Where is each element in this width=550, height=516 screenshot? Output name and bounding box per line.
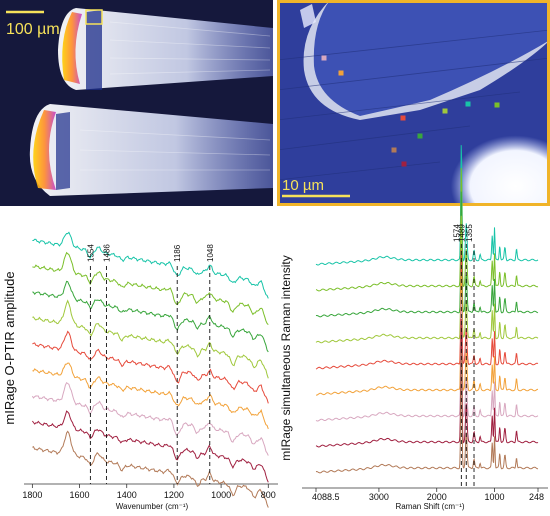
raman-x-axis-label: Raman Shift (cm⁻¹)	[395, 502, 464, 511]
right-scale-label: 10 µm	[282, 177, 324, 194]
ir-tick-label: 800	[261, 490, 276, 500]
ir-y-axis-label: mIRage O-PTIR amplitude	[2, 271, 17, 424]
ir-tick-label: 1800	[22, 490, 42, 500]
zoom-region-marker	[85, 9, 103, 25]
micrograph-left: 100 µm	[0, 0, 274, 206]
raman-tick-label: 4088.5	[312, 492, 340, 502]
measurement-point	[391, 147, 397, 153]
raman-tick-label: 2000	[427, 492, 447, 502]
raman-chart: mIRage simultaneous Raman intensity 1574…	[279, 145, 548, 511]
micrograph-right: 10 µm	[276, 0, 550, 206]
fiber-lower	[29, 104, 274, 196]
ir-peak-label: 1186	[173, 244, 182, 262]
raman-series-line	[316, 273, 539, 396]
raman-peak-label: 1355	[465, 224, 474, 242]
raman-tick-label: 3000	[369, 492, 389, 502]
ir-series-line	[32, 251, 269, 325]
left-scale-label: 100 µm	[6, 21, 60, 38]
ir-series-line	[32, 299, 269, 379]
ir-x-axis-label: Wavenumber (cm⁻¹)	[116, 502, 189, 511]
ir-series-line	[32, 280, 269, 353]
measurement-point	[400, 115, 406, 121]
measurement-point	[465, 101, 471, 107]
raman-peak-label: 1489	[457, 224, 466, 242]
raman-y-axis-label: mIRage simultaneous Raman intensity	[279, 255, 293, 460]
ir-chart: mIRage O-PTIR amplitude 1554 1486 1186 1048…	[2, 231, 278, 511]
measurement-point	[442, 108, 448, 114]
raman-x-ticks: 4088.5 3000 2000 1000 248	[312, 488, 544, 502]
raman-series-line	[315, 318, 539, 448]
right-image-frame	[277, 0, 550, 206]
measurement-point	[401, 161, 407, 167]
fiber-streaks	[79, 21, 271, 171]
ir-tick-label: 1200	[164, 490, 184, 500]
ir-annotations: 1554 1486 1186 1048	[86, 244, 215, 484]
ir-series-line	[32, 430, 269, 508]
measurement-point	[338, 70, 344, 76]
ir-series-group	[31, 231, 269, 508]
ir-peak-label: 1554	[86, 244, 95, 262]
raman-series-line	[315, 352, 539, 474]
raman-tick-label: 1000	[485, 492, 505, 502]
ir-tick-label: 1000	[211, 490, 231, 500]
ir-series-line	[32, 330, 269, 404]
ir-x-ticks: 1800 1600 1400 1200 1000 800	[22, 484, 276, 500]
raman-series-group	[315, 145, 539, 474]
ir-peak-label: 1486	[102, 244, 111, 262]
ir-series-line	[31, 381, 269, 456]
raman-peak-label: 1574	[452, 224, 461, 242]
raman-series-line	[315, 167, 539, 292]
raman-series-line	[315, 249, 539, 370]
ir-series-line	[32, 231, 269, 299]
ir-peak-label: 1048	[206, 244, 215, 262]
raman-series-line	[315, 215, 539, 344]
raman-tick-label: 248	[529, 492, 544, 502]
measurement-point	[494, 102, 500, 108]
raman-series-line	[315, 145, 539, 266]
ir-series-line	[31, 410, 269, 483]
measurement-point	[417, 133, 423, 139]
raman-series-line	[315, 296, 539, 422]
ir-tick-label: 1400	[117, 490, 137, 500]
measurement-points	[321, 55, 500, 167]
raman-series-line	[315, 191, 539, 318]
fiber-texture	[276, 29, 550, 181]
ir-series-line	[32, 362, 269, 430]
ir-tick-label: 1600	[70, 490, 90, 500]
fiber-upper	[58, 8, 273, 90]
measurement-point	[321, 55, 327, 61]
